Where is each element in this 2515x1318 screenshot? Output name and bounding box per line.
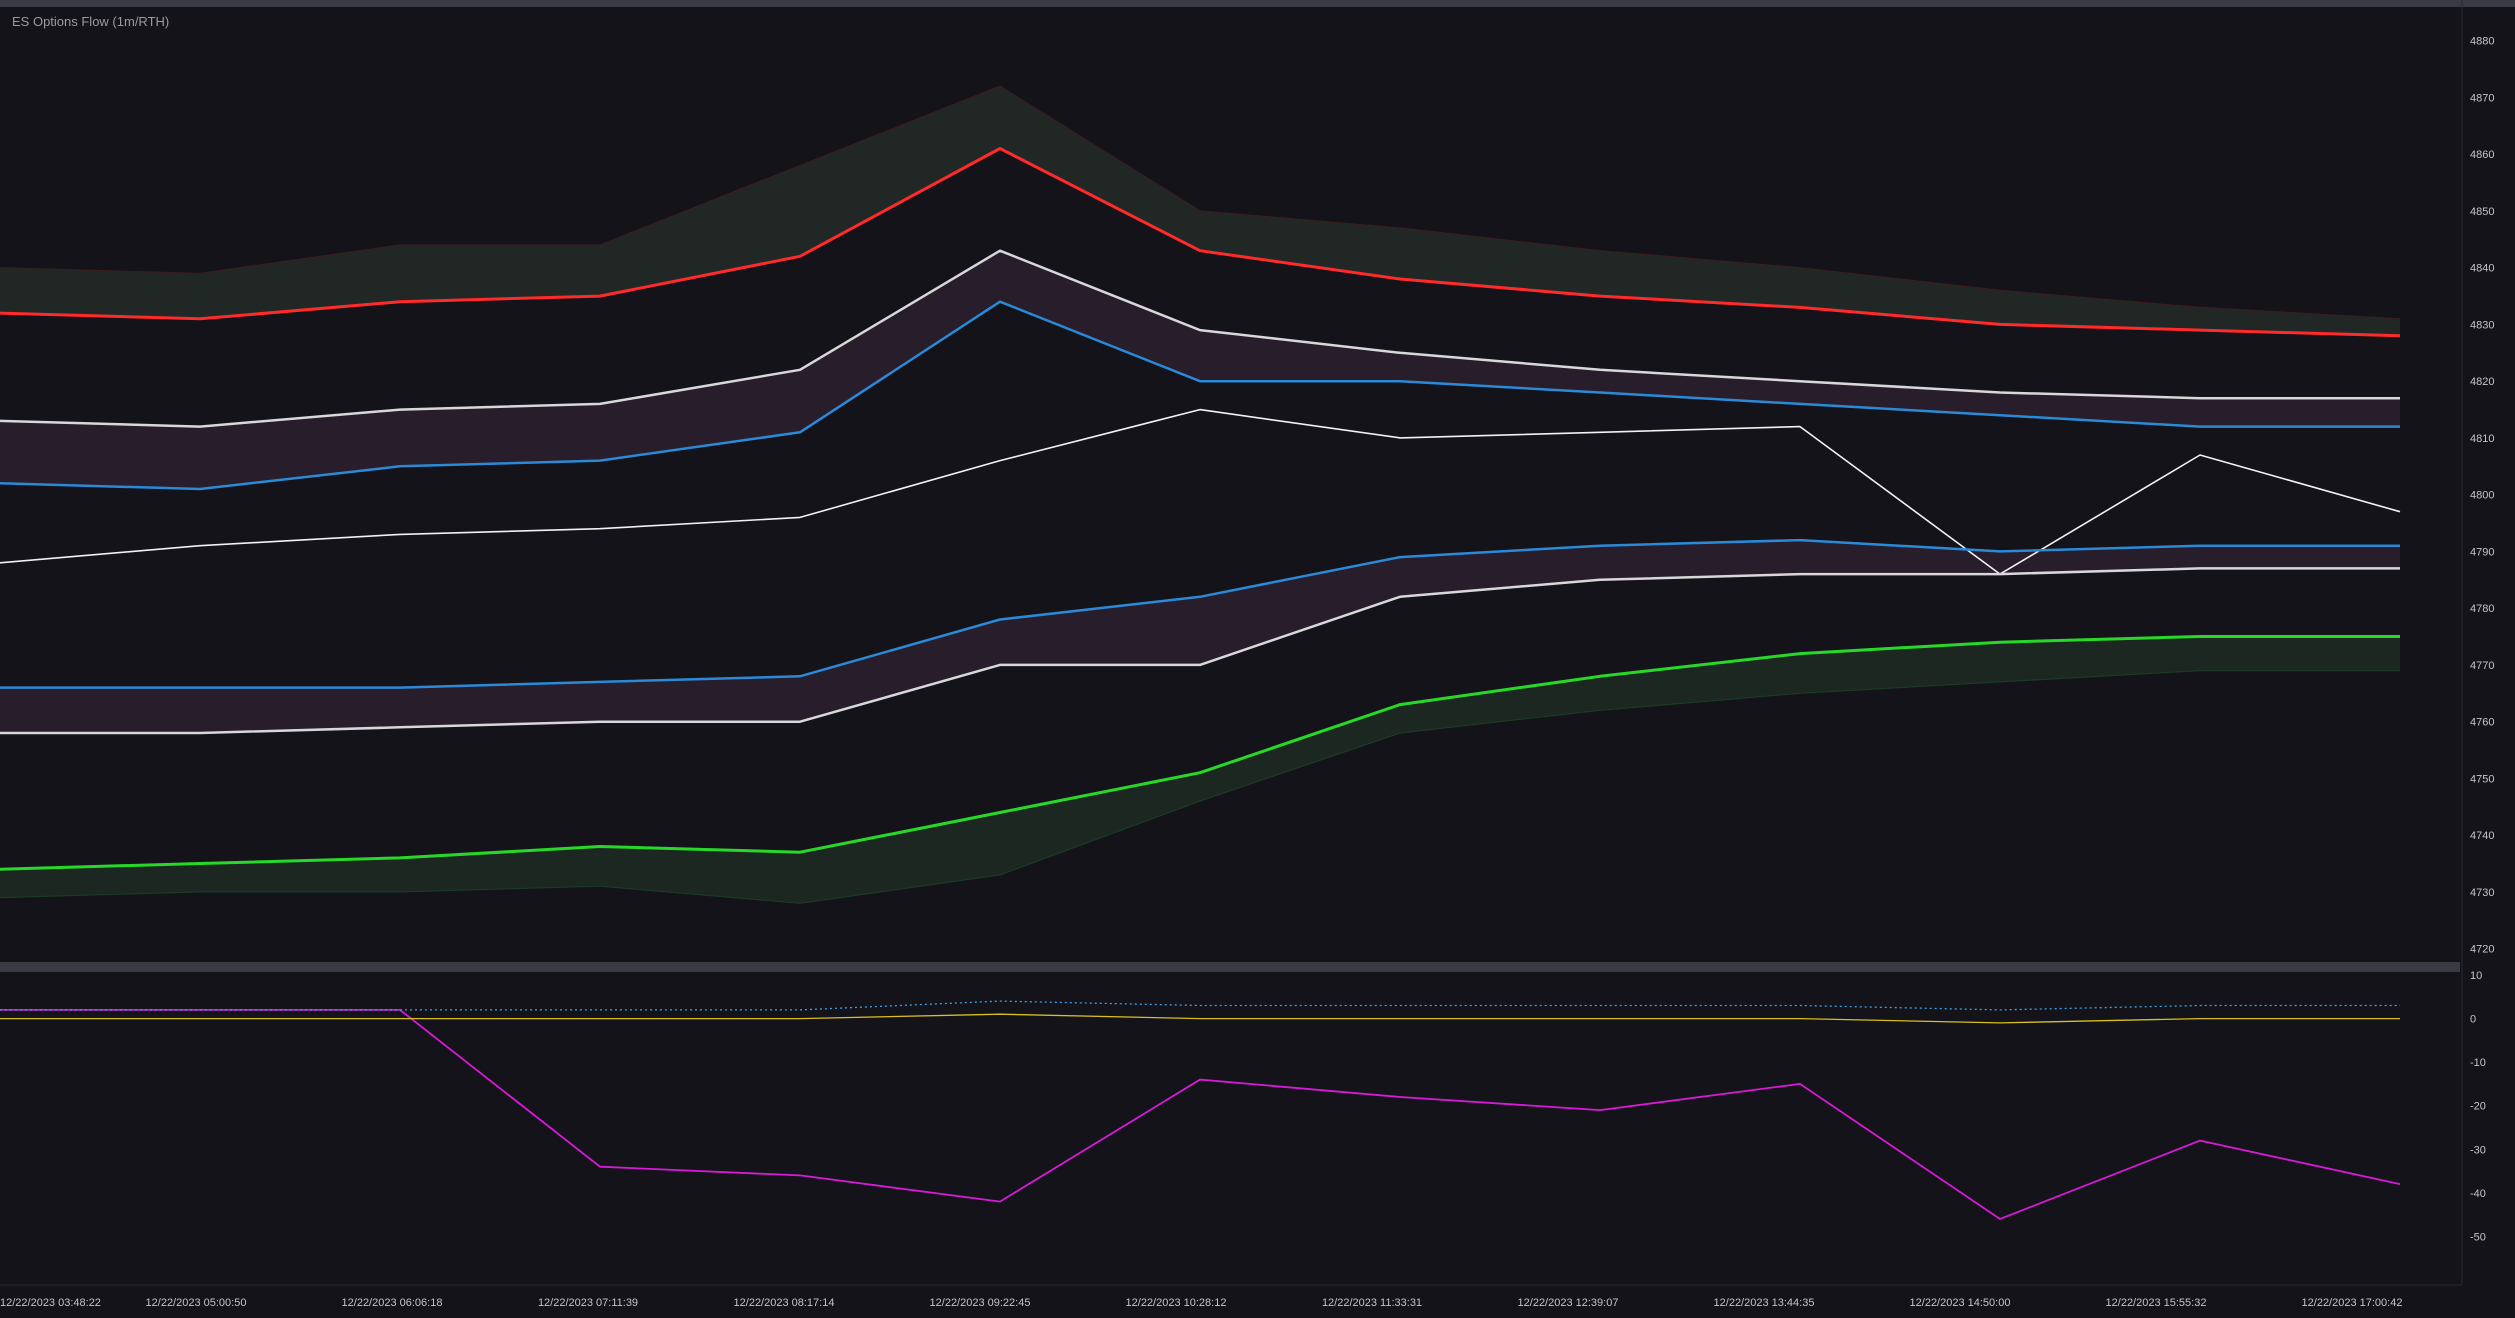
price-tick-label: 4730 — [2470, 887, 2494, 899]
time-tick-label: 12/22/2023 11:33:31 — [1322, 1297, 1422, 1309]
value-tick-label: -50 — [2470, 1231, 2486, 1243]
price-tick-label: 4740 — [2470, 830, 2494, 842]
time-tick-label: 12/22/2023 05:00:50 — [146, 1297, 247, 1309]
series-line-red-upper — [0, 85, 2401, 320]
price-tick-label: 4810 — [2470, 433, 2494, 445]
price-tick-label: 4870 — [2470, 92, 2494, 104]
top-border — [0, 0, 2515, 7]
value-tick-label: -30 — [2470, 1144, 2486, 1156]
price-tick-label: 4840 — [2470, 263, 2494, 275]
price-tick-label: 4860 — [2470, 149, 2494, 161]
time-tick-label: 12/22/2023 10:28:12 — [1126, 1297, 1227, 1309]
price-tick-label: 4790 — [2470, 546, 2494, 558]
upper-price-axis: 4720 4730 4740 4750 4760 4770 4780 4790 4800 4810… — [2470, 36, 2494, 956]
price-tick-label: 4780 — [2470, 603, 2494, 615]
time-tick-label: 12/22/2023 09:22:45 — [930, 1297, 1031, 1309]
value-tick-label: 10 — [2470, 970, 2482, 982]
upper-shaded-band — [0, 250, 2400, 489]
time-tick-label: 12/22/2023 17:00:42 — [2302, 1297, 2403, 1309]
price-tick-label: 4750 — [2470, 773, 2494, 785]
price-tick-label: 4720 — [2470, 944, 2494, 956]
series-line-white-upper — [0, 249, 2400, 428]
series-line-green-line — [0, 635, 2400, 871]
time-tick-label: 12/22/2023 03:48:22 — [0, 1297, 101, 1309]
green-band — [0, 636, 2400, 904]
time-tick-label: 12/22/2023 15:55:32 — [2106, 1297, 2207, 1309]
time-tick-label: 12/22/2023 13:44:35 — [1714, 1297, 1815, 1309]
price-tick-label: 4880 — [2470, 36, 2494, 48]
upper-pane-lines — [0, 85, 2401, 904]
price-tick-label: 4820 — [2470, 376, 2494, 388]
value-tick-label: -10 — [2470, 1057, 2486, 1069]
series-line-blue-lower — [0, 538, 2400, 689]
value-tick-label: -20 — [2470, 1101, 2486, 1113]
lower-value-axis: 10 0 -10 -20 -30 -40 -50 — [2470, 970, 2486, 1243]
time-tick-label: 12/22/2023 07:11:39 — [538, 1297, 638, 1309]
price-tick-label: 4770 — [2470, 660, 2494, 672]
price-tick-label: 4760 — [2470, 717, 2494, 729]
value-tick-label: -40 — [2470, 1188, 2486, 1200]
value-tick-label: 0 — [2470, 1014, 2476, 1026]
lower-pane-lines — [0, 1000, 2401, 1221]
series-line-white-lower — [0, 567, 2400, 735]
series-line-blue-upper — [0, 300, 2400, 491]
series-line-green-lower — [0, 669, 2400, 904]
chart-title: ES Options Flow (1m/RTH) — [12, 14, 169, 29]
time-axis: 12/22/2023 03:48:22 12/22/2023 05:00:50 12… — [0, 1297, 2402, 1309]
price-tick-label: 4850 — [2470, 206, 2494, 218]
indicator-line-yellow — [0, 1013, 2400, 1024]
time-tick-label: 12/22/2023 08:17:14 — [734, 1297, 835, 1309]
time-tick-label: 12/22/2023 06:06:18 — [342, 1297, 443, 1309]
time-tick-label: 12/22/2023 14:50:00 — [1910, 1297, 2011, 1309]
time-tick-label: 12/22/2023 12:39:07 — [1518, 1297, 1619, 1309]
lower-shaded-band — [0, 540, 2400, 733]
price-tick-label: 4800 — [2470, 490, 2494, 502]
series-line-red-line — [0, 147, 2401, 338]
price-tick-label: 4830 — [2470, 319, 2494, 331]
indicator-line-blue-dotted — [0, 1000, 2400, 1011]
